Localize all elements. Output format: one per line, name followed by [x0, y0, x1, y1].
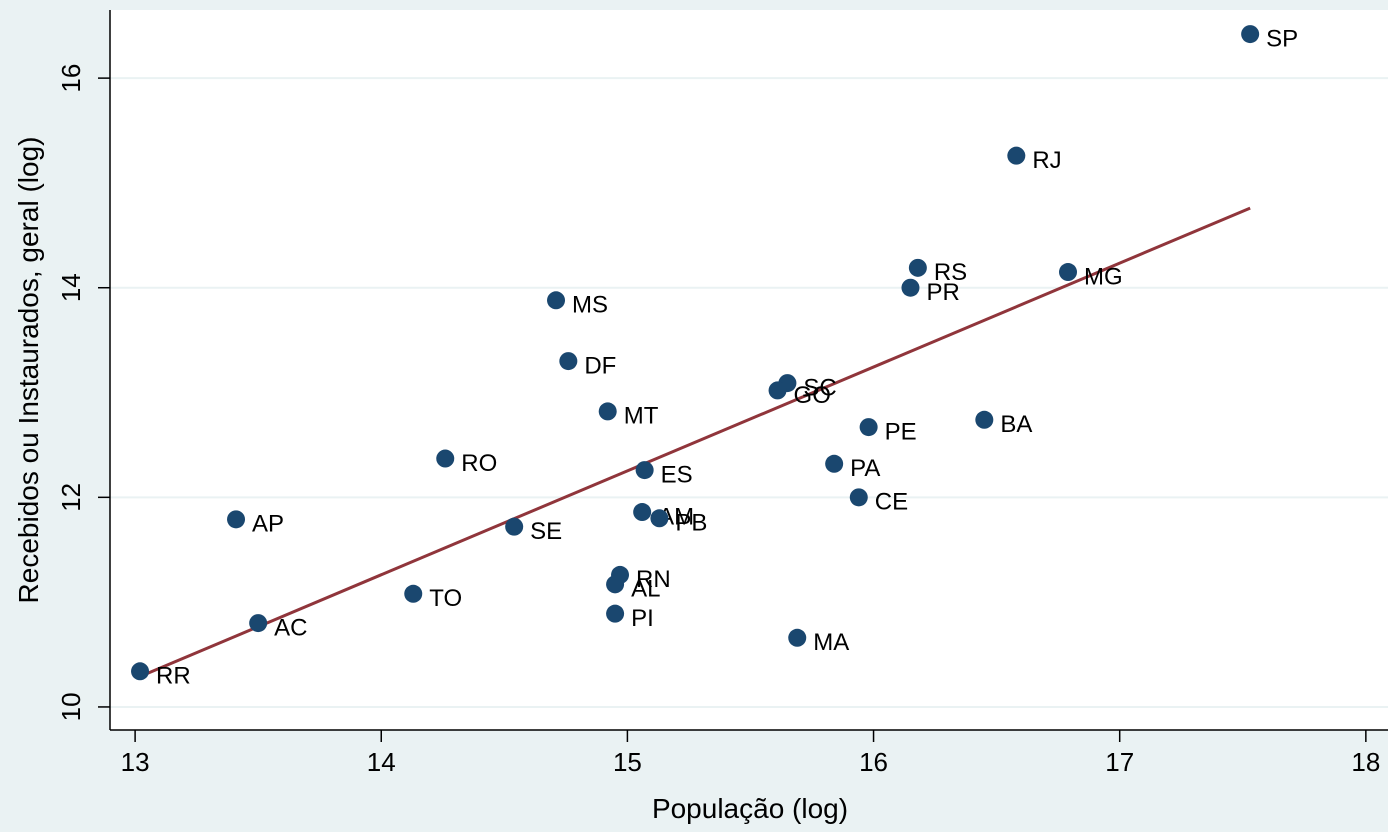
y-tick-label: 10	[56, 692, 86, 721]
y-tick-label: 16	[56, 64, 86, 93]
point-label: GO	[794, 382, 831, 409]
point	[131, 662, 150, 681]
point-label: AC	[274, 614, 307, 641]
point-label: TO	[429, 585, 462, 612]
point-label: MS	[572, 292, 608, 319]
point	[825, 454, 844, 473]
point-label: RN	[636, 566, 671, 593]
point	[1007, 146, 1026, 165]
point	[404, 584, 423, 603]
point	[859, 418, 878, 437]
point	[788, 628, 807, 647]
x-tick-label: 16	[859, 747, 888, 777]
point-label: PA	[850, 455, 880, 482]
y-axis-title: Recebidos ou Instaurados, geral (log)	[13, 137, 44, 604]
point-label: SC	[803, 374, 836, 401]
point-label: MG	[1084, 263, 1123, 290]
point	[606, 575, 625, 594]
point-label: RJ	[1032, 147, 1061, 174]
point-label: AL	[631, 576, 660, 603]
point-label: AP	[252, 511, 284, 538]
point	[768, 381, 787, 400]
point	[598, 402, 617, 421]
x-tick-label: 15	[613, 747, 642, 777]
point-label: PE	[885, 418, 917, 445]
plot-area	[110, 10, 1388, 730]
x-tick-label: 13	[121, 747, 150, 777]
x-tick-label: 14	[367, 747, 396, 777]
fit-line	[139, 206, 1251, 678]
point	[436, 449, 455, 468]
point-label: RO	[461, 450, 497, 477]
point-label: CE	[875, 489, 908, 516]
point	[975, 410, 994, 429]
point	[908, 258, 927, 277]
point	[1241, 25, 1260, 44]
point-label: DF	[584, 352, 616, 379]
point	[249, 614, 268, 633]
point	[505, 517, 524, 536]
point	[547, 291, 566, 310]
point	[650, 509, 669, 528]
x-axis-title: População (log)	[652, 793, 848, 824]
x-tick-label: 18	[1351, 747, 1380, 777]
point	[635, 461, 654, 480]
point	[901, 278, 920, 297]
point-label: PB	[675, 510, 707, 537]
point-label: SE	[530, 518, 562, 545]
point	[227, 510, 246, 529]
point	[849, 488, 868, 507]
y-tick-label: 12	[56, 483, 86, 512]
point-label: SP	[1266, 25, 1298, 52]
point-label: ES	[661, 461, 693, 488]
point-label: PR	[926, 279, 959, 306]
point-label: MT	[624, 403, 659, 430]
point-label: RS	[934, 259, 967, 286]
point-label: PI	[631, 605, 654, 632]
point	[606, 604, 625, 623]
point	[1059, 263, 1078, 282]
y-tick-label: 14	[56, 273, 86, 302]
point-label: RR	[156, 663, 191, 690]
point-label: BA	[1000, 411, 1032, 438]
x-tick-label: 17	[1105, 747, 1134, 777]
point	[633, 503, 652, 522]
point	[559, 352, 578, 371]
point-label: MA	[813, 629, 849, 656]
